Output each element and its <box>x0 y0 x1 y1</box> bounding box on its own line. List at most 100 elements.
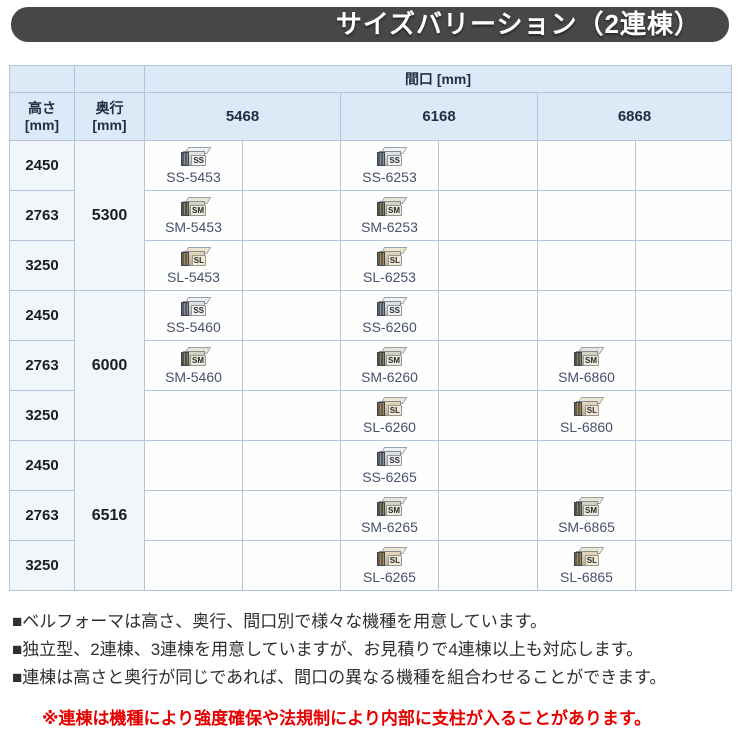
product: SM SM-5460 <box>146 346 242 385</box>
empty-cell <box>438 490 538 541</box>
product-thumbnail-icon: SS <box>376 146 408 167</box>
empty-cell <box>438 440 538 491</box>
product-thumbnail-icon: SL <box>376 246 408 267</box>
height-header: 高さ [mm] <box>9 92 75 141</box>
table-row: 2763 SM SM-6265 SM SM-6865 <box>9 490 732 541</box>
product-cell: SM SM-6865 <box>537 490 636 541</box>
table-row: 3250 SL SL-5453 SL SL-6253 <box>9 240 732 291</box>
empty-cell <box>537 240 636 291</box>
height-cell: 2763 <box>9 340 75 391</box>
product-thumbnail-icon: SM <box>376 196 408 217</box>
height-cell: 3250 <box>9 390 75 441</box>
span-header: 間口 [mm] <box>144 65 732 93</box>
product: SM SM-5453 <box>146 196 242 235</box>
depth-cell: 6516 <box>74 440 145 591</box>
product-thumbnail-icon: SM <box>573 496 605 517</box>
product-cell: SS SS-6260 <box>340 290 439 341</box>
empty-cell <box>242 390 341 441</box>
empty-cell <box>242 290 341 341</box>
product: SM SM-6265 <box>342 496 438 535</box>
height-cell: 2450 <box>9 140 75 191</box>
product-thumbnail-icon: SM <box>180 196 212 217</box>
footnotes: ■ベルフォーマは高さ、奥行、間口別で様々な機種を用意しています。 ■独立型、2連… <box>12 608 740 729</box>
height-cell: 2763 <box>9 490 75 541</box>
product-cell: SM SM-6265 <box>340 490 439 541</box>
empty-cell <box>635 490 732 541</box>
product: SS SS-6265 <box>342 446 438 485</box>
product: SS SS-6260 <box>342 296 438 335</box>
product: SL SL-6265 <box>342 546 438 585</box>
product-thumbnail-icon: SL <box>573 396 605 417</box>
table-row: 2450 6516 SS SS-6265 <box>9 440 732 591</box>
product-code: SS-5453 <box>166 168 221 185</box>
product-cell: SS SS-6253 <box>340 140 439 191</box>
empty-cell <box>242 340 341 391</box>
product-cell: SM SM-6260 <box>340 340 439 391</box>
empty-cell <box>537 140 636 191</box>
product-thumbnail-icon: SS <box>180 146 212 167</box>
product-cell: SL SL-6265 <box>340 540 439 591</box>
empty-cell <box>635 390 732 441</box>
product-thumbnail-icon: SM <box>573 346 605 367</box>
product-thumbnail-icon: SS <box>180 296 212 317</box>
table-row: 2450 6000 SS SS-5460 SS SS-6260 <box>9 290 732 441</box>
product-code: SM-6865 <box>558 518 615 535</box>
product: SS SS-5460 <box>146 296 242 335</box>
width-column-6168: 6168 <box>340 92 538 141</box>
product-thumbnail-icon: SL <box>180 246 212 267</box>
empty-cell <box>438 190 538 241</box>
product-code: SS-6253 <box>362 168 417 185</box>
empty-cell <box>144 390 243 441</box>
empty-cell <box>144 490 243 541</box>
product-code: SM-5453 <box>165 218 222 235</box>
empty-cell <box>537 440 636 491</box>
depth-header: 奥行 [mm] <box>74 92 145 141</box>
empty-cell <box>438 390 538 441</box>
empty-cell <box>635 140 732 191</box>
product: SL SL-6860 <box>539 396 635 435</box>
empty-cell <box>438 340 538 391</box>
empty-cell <box>438 140 538 191</box>
product: SL SL-6260 <box>342 396 438 435</box>
product: SM SM-6260 <box>342 346 438 385</box>
empty-cell <box>242 140 341 191</box>
empty-cell <box>635 440 732 491</box>
table-row: 3250 SL SL-6265 SL SL-6865 <box>9 540 732 591</box>
empty-cell <box>438 240 538 291</box>
empty-cell <box>242 490 341 541</box>
table-row: 3250 SL SL-6260 SL SL-6860 <box>9 390 732 441</box>
product: SL SL-6253 <box>342 246 438 285</box>
height-cell: 3250 <box>9 240 75 291</box>
corner-cell-2 <box>74 65 145 93</box>
product: SS SS-6253 <box>342 146 438 185</box>
table-row: 2763 SM SM-5453 SM SM-6253 <box>9 190 732 241</box>
product-thumbnail-icon: SS <box>376 446 408 467</box>
product-cell: SM SM-5453 <box>144 190 243 241</box>
product-thumbnail-icon: SM <box>376 496 408 517</box>
page-title: サイズバリーション（2連棟） <box>11 7 729 42</box>
product-code: SM-6265 <box>361 518 418 535</box>
product: SM SM-6253 <box>342 196 438 235</box>
empty-cell <box>438 540 538 591</box>
empty-cell <box>635 540 732 591</box>
product-cell: SS SS-6265 <box>340 440 439 491</box>
empty-cell <box>635 340 732 391</box>
table-row: 2763 SM SM-5460 SM SM-6260 SM SM-6860 <box>9 340 732 391</box>
empty-cell <box>635 240 732 291</box>
product-cell: SL SL-6260 <box>340 390 439 441</box>
product-cell: SL SL-5453 <box>144 240 243 291</box>
empty-cell <box>242 240 341 291</box>
product-code: SL-6260 <box>363 418 416 435</box>
product-cell: SL SL-6860 <box>537 390 636 441</box>
depth-cell: 5300 <box>74 140 145 291</box>
product-code: SM-6860 <box>558 368 615 385</box>
product-thumbnail-icon: SM <box>180 346 212 367</box>
product-cell: SS SS-5453 <box>144 140 243 191</box>
product: SM SM-6865 <box>539 496 635 535</box>
warning-note: ※連棟は機種により強度確保や法規制により内部に支柱が入ることがあります。 <box>42 709 652 728</box>
product-thumbnail-icon: SS <box>376 296 408 317</box>
product-cell: SM SM-6253 <box>340 190 439 241</box>
product: SL SL-6865 <box>539 546 635 585</box>
height-cell: 2763 <box>9 190 75 241</box>
